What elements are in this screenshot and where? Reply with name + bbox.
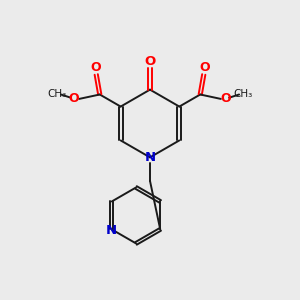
Text: O: O xyxy=(220,92,231,105)
Text: O: O xyxy=(144,55,156,68)
Text: CH₃: CH₃ xyxy=(233,89,252,99)
Text: CH₃: CH₃ xyxy=(48,89,67,99)
Text: N: N xyxy=(144,152,156,164)
Text: N: N xyxy=(106,224,117,236)
Text: O: O xyxy=(69,92,80,105)
Text: O: O xyxy=(90,61,101,74)
Text: O: O xyxy=(199,61,210,74)
